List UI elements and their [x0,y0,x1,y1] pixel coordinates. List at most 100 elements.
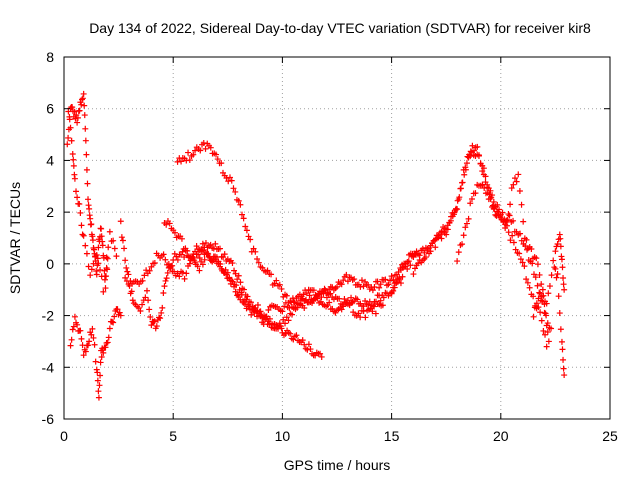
data-point [454,258,461,265]
data-point [391,284,398,291]
data-point [233,282,240,289]
data-point [86,205,93,212]
data-point [124,268,131,275]
data-point [287,330,294,337]
data-point [217,245,223,252]
data-point [390,276,397,283]
data-point [490,198,497,205]
data-point [454,197,461,204]
data-point [301,304,308,311]
data-point [245,303,252,310]
data-point [469,142,476,149]
data-point [382,276,389,283]
data-point [550,257,557,264]
data-point [79,95,86,102]
data-point [273,277,280,284]
data-point [129,297,136,304]
data-point [139,277,146,284]
data-point [245,233,252,240]
data-point [385,281,392,288]
data-point [499,209,506,216]
data-point [271,280,278,287]
data-point [82,125,89,132]
data-point [85,196,92,203]
data-point [162,277,169,284]
data-point [273,321,280,328]
data-point [174,256,181,263]
data-point [116,309,123,316]
data-point [237,279,244,286]
y-tick-label: 6 [46,101,54,117]
data-point [453,205,460,212]
data-point [399,273,406,280]
y-tick-label: 2 [46,204,54,220]
data-point [552,265,559,272]
data-point [171,229,178,236]
data-point [517,230,524,237]
data-point [557,326,564,333]
data-point [80,352,87,359]
data-point [545,338,552,345]
data-point [241,301,248,308]
x-tick-label: 10 [275,428,291,444]
data-point [510,181,517,188]
data-point [543,300,550,307]
data-point [201,256,208,263]
data-point [212,240,219,247]
data-point [537,290,544,297]
data-point [71,175,78,182]
data-point [214,156,221,163]
data-point [538,317,545,324]
data-point [510,239,517,246]
data-point [436,231,443,238]
data-point [520,218,527,225]
data-point [536,289,543,296]
data-point [139,301,146,308]
data-point [561,372,568,379]
data-point [479,168,486,175]
series-track-j [454,181,550,350]
x-tick-label: 15 [384,428,400,444]
data-point [125,271,132,278]
data-point [293,332,300,339]
data-point [232,270,239,277]
data-point [128,288,135,295]
data-point [83,166,90,173]
data-point [82,242,89,249]
data-point [348,299,355,306]
data-point [210,256,217,263]
data-point [402,260,409,267]
data-point [207,241,214,248]
data-point [560,356,567,363]
data-point [554,240,561,247]
chart-title: Day 134 of 2022, Sidereal Day-to-day VTE… [89,20,591,36]
data-point [98,233,105,240]
data-point [393,280,400,287]
data-point [422,254,429,261]
data-point [430,237,437,244]
data-point [77,209,84,216]
data-point [536,271,543,278]
data-point [238,289,245,296]
data-point [427,248,434,255]
data-point [157,315,164,322]
data-point [165,261,172,268]
data-point [71,108,78,115]
data-point [462,166,469,173]
data-point [555,293,562,300]
data-point [341,295,348,302]
data-point [362,314,369,321]
data-point [533,300,540,307]
data-point [109,318,116,325]
data-point [218,160,225,167]
data-point [100,349,107,356]
data-point [104,266,111,273]
data-point [141,272,148,279]
data-point [399,264,406,271]
data-point [228,177,235,184]
data-point [98,273,105,280]
data-point [300,291,307,298]
data-point [221,251,228,258]
data-point [186,260,193,267]
data-point [276,320,283,327]
